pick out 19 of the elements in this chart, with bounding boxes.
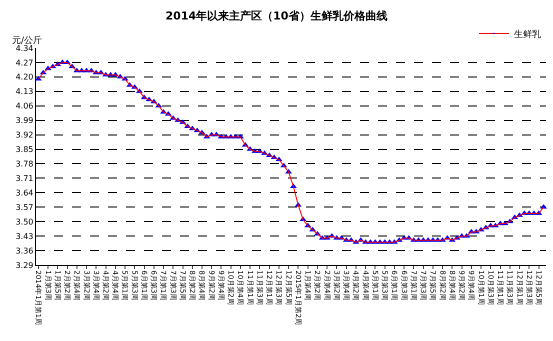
y-tick-label: 4.06 xyxy=(16,102,34,111)
y-tick-label: 3.43 xyxy=(16,232,34,241)
y-tick-label: 3.78 xyxy=(16,160,34,169)
y-tick-label: 3.29 xyxy=(16,260,34,270)
y-tick-label: 3.99 xyxy=(16,116,34,126)
y-tick-label: 3.92 xyxy=(16,130,34,140)
y-tick-label: 3.85 xyxy=(16,145,34,154)
y-tick-label: 4.13 xyxy=(16,87,34,96)
y-tick-label: 4.27 xyxy=(16,58,34,68)
y-tick-label: 3.71 xyxy=(16,174,34,183)
y-tick-label: 3.36 xyxy=(16,246,34,256)
y-tick-label: 4.34 xyxy=(16,44,34,53)
legend-label: 生鲜乳 xyxy=(514,29,541,40)
chart-title: 2014年以来主产区（10省）生鲜乳价格曲线 xyxy=(166,10,388,23)
y-axis-title: 元/公斤 xyxy=(12,35,42,46)
y-tick-label: 3.57 xyxy=(16,202,34,212)
y-tick-label: 4.20 xyxy=(16,72,34,82)
y-tick-label: 3.50 xyxy=(16,217,34,226)
y-tick-label: 3.64 xyxy=(16,188,34,198)
